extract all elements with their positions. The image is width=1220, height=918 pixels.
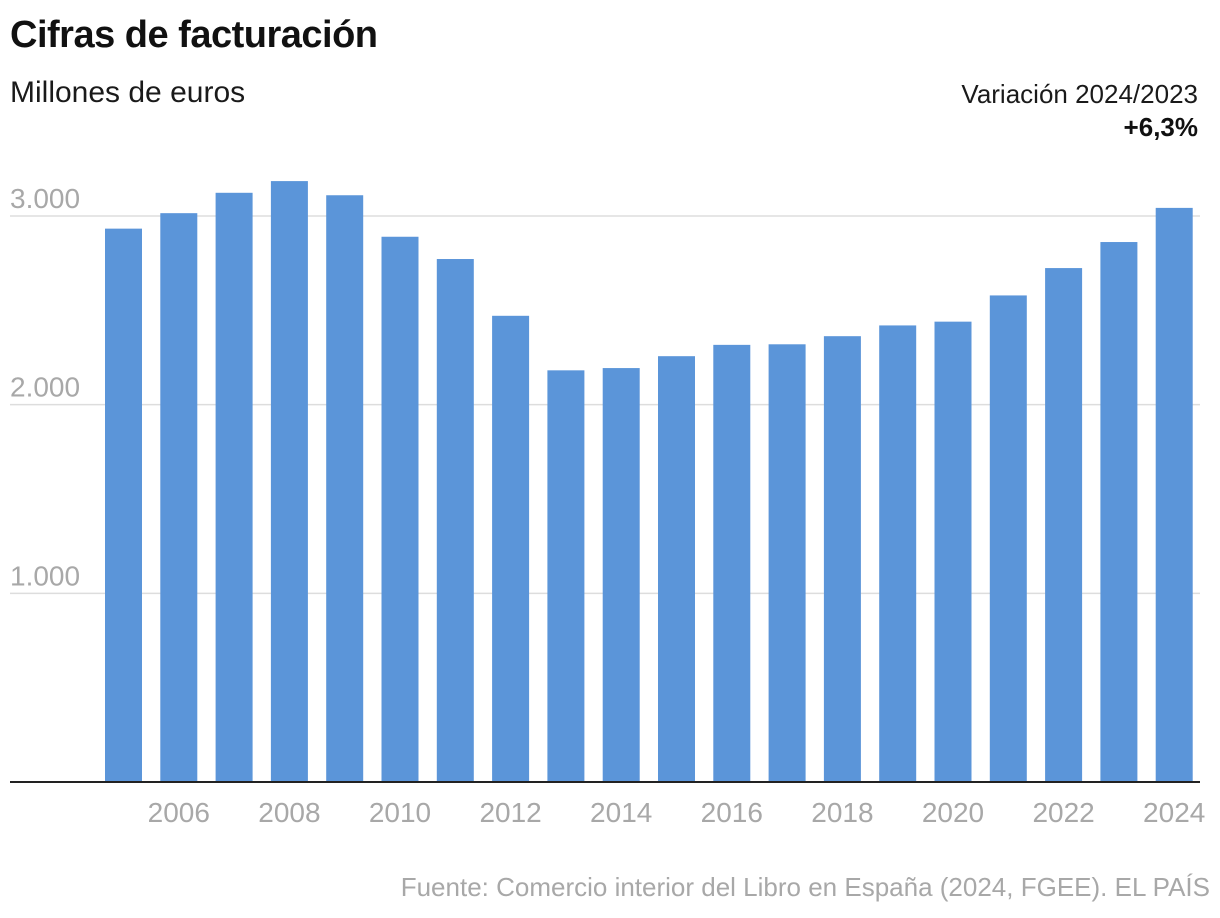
bar-2019 <box>879 325 917 782</box>
bar-2008 <box>270 181 308 782</box>
x-tick-label: 2018 <box>811 797 873 828</box>
x-tick-label: 2014 <box>590 797 652 828</box>
x-tick-label: 2024 <box>1143 797 1205 828</box>
variation-label: Variación 2024/2023 <box>961 79 1198 109</box>
bar-2005 <box>105 228 142 782</box>
y-tick-label: 1.000 <box>10 560 80 591</box>
bar-2007 <box>215 192 253 782</box>
x-tick-label: 2012 <box>479 797 541 828</box>
x-tick-label: 2022 <box>1032 797 1094 828</box>
bar-2012 <box>492 315 530 782</box>
y-tick-label: 2.000 <box>10 372 80 403</box>
bar-2024 <box>1155 207 1193 782</box>
bar-2010 <box>381 236 419 783</box>
bar-2006 <box>160 213 198 783</box>
chart-title: Cifras de facturación <box>10 14 378 56</box>
bar-2021 <box>989 295 1027 782</box>
bar-2013 <box>547 370 585 782</box>
bar-2017 <box>768 344 806 782</box>
x-tick-label: 2010 <box>369 797 431 828</box>
bars <box>105 181 1193 783</box>
x-tick-labels: 2006 2008 2010 2012 2014 2016 2018 2020 2022 2024 <box>148 797 1206 828</box>
variation-box: Variación 2024/2023 +6,3% <box>961 78 1198 144</box>
bar-2023 <box>1100 242 1138 782</box>
bar-2014 <box>602 368 640 782</box>
y-tick-label: 3.000 <box>10 183 80 214</box>
bar-2020 <box>934 321 972 782</box>
chart-subtitle: Millones de euros <box>10 76 246 109</box>
x-tick-label: 2008 <box>258 797 320 828</box>
bar-2022 <box>1045 268 1083 782</box>
bar-2011 <box>436 259 474 782</box>
bar-2009 <box>326 195 364 782</box>
x-tick-label: 2020 <box>922 797 984 828</box>
x-tick-label: 2016 <box>701 797 763 828</box>
bar-2016 <box>713 344 751 782</box>
source-note: Fuente: Comercio interior del Libro en E… <box>400 872 1210 902</box>
x-tick-label: 2006 <box>148 797 210 828</box>
variation-value: +6,3% <box>1123 112 1198 142</box>
bar-2015 <box>658 356 695 782</box>
bar-2018 <box>823 336 861 782</box>
y-tick-labels: 1.000 2.000 3.000 <box>10 183 80 591</box>
